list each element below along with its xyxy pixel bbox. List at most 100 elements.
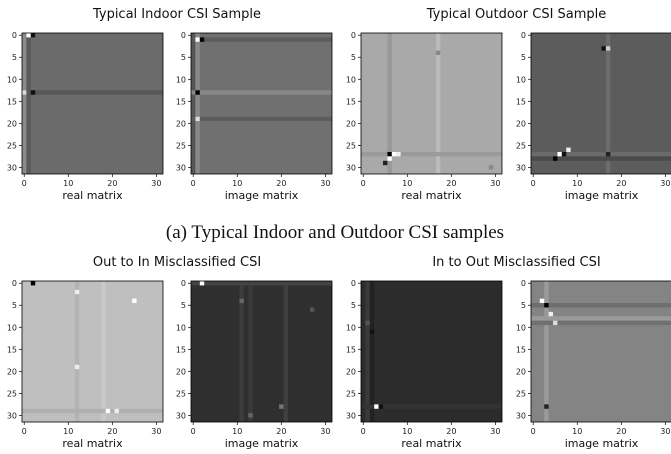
heatmap: 0 5 10 15 20 25 30 0 10 20 30 image matrix [176,31,333,202]
heatmap-column [605,33,611,174]
x-tick-label: 0 [531,427,536,436]
heatmap-column [195,33,200,174]
x-axis-label: image matrix [565,189,639,202]
heatmap-cell [601,46,606,51]
heatmap-cell [30,281,36,286]
x-tick-label: 10 [232,427,242,436]
x-axis-label: image matrix [565,437,639,450]
y-tick-label: 0 [521,31,526,40]
x-tick-label: 30 [660,179,670,188]
heatmap-cell [30,33,36,38]
heatmap-row [191,281,332,286]
panel-title: Typical Outdoor CSI Sample [426,7,607,22]
axes-frame [21,32,164,175]
y-tick-label: 10 [7,323,17,332]
x-tick-label: 20 [276,427,286,436]
heatmap-image [191,281,332,422]
y-tick-label: 10 [7,75,17,84]
heatmap: 0 5 10 15 20 25 30 0 10 20 30 real matrix [346,279,503,450]
heatmap-column [239,281,244,422]
heatmap-cell [199,37,205,42]
y-tick-label: 15 [176,345,186,354]
heatmap-cell [374,404,379,409]
y-tick-label: 30 [346,163,356,172]
heatmap-cell [30,90,36,95]
y-tick-label: 25 [7,141,17,150]
y-tick-label: 0 [181,279,186,288]
heatmap-cell [548,311,554,317]
y-tick-label: 5 [12,301,17,310]
panel-title: In to Out Misclassified CSI [432,255,600,270]
y-tick-label: 20 [176,119,186,128]
y-tick-label: 5 [12,53,17,62]
y-tick-label: 25 [176,389,186,398]
heatmap-cell [553,156,558,161]
y-tick-label: 10 [516,75,526,84]
x-tick-label: 10 [63,427,73,436]
y-tick-label: 20 [346,119,356,128]
heatmap-cell [383,160,388,166]
x-tick-label: 20 [107,427,117,436]
x-tick-label: 30 [490,179,500,188]
y-tick-label: 20 [176,367,186,376]
heatmap-cell [195,90,200,95]
heatmap-row [531,151,671,157]
y-tick-label: 25 [516,141,526,150]
x-tick-label: 30 [320,179,330,188]
heatmap-column [369,281,375,422]
y-tick-label: 20 [7,367,17,376]
heatmap-cell [488,165,494,170]
x-tick-label: 30 [490,427,500,436]
heatmap-row [531,316,671,321]
heatmap-cell [553,320,558,326]
heatmap-column [74,281,80,422]
y-tick-label: 30 [7,411,17,420]
heatmap-column [283,281,288,422]
axes-frame [530,32,671,175]
x-tick-label: 30 [320,427,330,436]
y-tick-label: 10 [346,323,356,332]
caption: (a) Typical Indoor and Outdoor CSI sampl… [166,222,504,243]
heatmap: 0 5 10 15 20 25 30 0 10 20 30 image matrix [516,31,671,202]
heatmap-base [361,281,502,422]
x-tick-label: 0 [191,179,196,188]
y-tick-label: 30 [176,411,186,420]
heatmap-image [361,281,502,422]
x-axis-label: real matrix [62,189,123,202]
axes-frame [360,32,503,175]
heatmap-cell [566,147,571,152]
x-tick-label: 0 [361,179,366,188]
y-tick-label: 30 [176,163,186,172]
heatmap-cell [26,33,31,38]
heatmap-column [435,33,441,174]
y-tick-label: 25 [7,389,17,398]
axes-frame [190,280,333,423]
y-tick-label: 0 [351,279,356,288]
heatmap-cell [365,320,370,326]
heatmap-image [531,33,671,174]
axes-frame [21,280,164,423]
heatmap-cell [279,404,284,409]
heatmap-cell [199,281,205,286]
heatmap-row [361,404,502,409]
heatmap-cell [114,408,119,414]
y-tick-label: 5 [351,301,356,310]
heatmap-base [191,33,332,174]
y-tick-label: 5 [521,301,526,310]
x-tick-label: 30 [660,427,670,436]
heatmap-cell [396,151,401,157]
heatmap: 0 5 10 15 20 25 30 0 10 20 30 real matrix [346,31,503,202]
x-tick-label: 20 [446,427,456,436]
heatmap-cell [391,151,397,157]
heatmap-base [191,281,332,422]
heatmap-column [544,281,549,422]
heatmap-cell [387,151,392,157]
heatmap-cell [248,413,253,418]
x-tick-label: 0 [361,427,366,436]
heatmap-row [191,37,332,42]
x-axis-label: real matrix [401,437,462,450]
x-tick-label: 0 [191,427,196,436]
y-tick-label: 15 [7,345,17,354]
